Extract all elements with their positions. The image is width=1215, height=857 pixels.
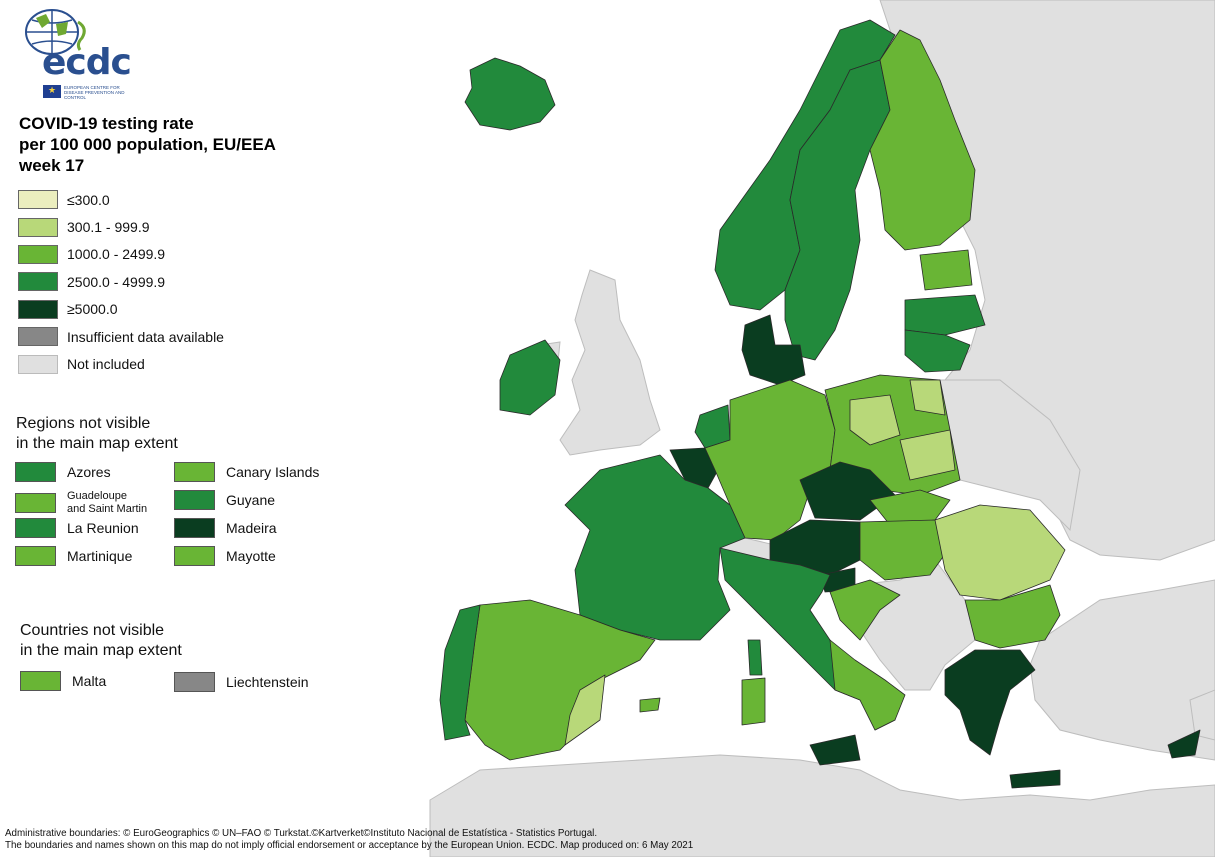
region-latvia <box>904 294 986 336</box>
region-item-guyane: Guyane <box>174 490 275 510</box>
legend: ≤300.0 300.1 - 999.9 1000.0 - 2499.9 250… <box>18 186 224 378</box>
legend-item: 2500.0 - 4999.9 <box>18 268 224 295</box>
region-item-la-reunion: La Reunion <box>15 518 139 538</box>
region-label: Canary Islands <box>226 464 320 480</box>
logo-subtitle: EUROPEAN CENTRE FOR DISEASE PREVENTION A… <box>43 85 153 103</box>
region-romania <box>934 504 1066 601</box>
country-item-liechtenstein: Liechtenstein <box>174 672 309 692</box>
country-label: Liechtenstein <box>226 674 309 690</box>
legend-item: Insufficient data available <box>18 323 224 350</box>
region-item-mayotte: Mayotte <box>174 546 276 566</box>
legend-label: Not included <box>67 356 145 373</box>
country-swatch <box>174 672 215 692</box>
legend-swatch <box>18 272 58 292</box>
footer-line-1: Administrative boundaries: © EuroGeograp… <box>5 828 598 839</box>
legend-item: ≤300.0 <box>18 186 224 213</box>
country-swatch <box>20 671 61 691</box>
region-sicily <box>809 734 861 766</box>
region-belgium <box>669 447 719 489</box>
ecdc-logo: ecdc EUROPEAN CENTRE FOR DISEASE PREVENT… <box>18 2 138 102</box>
region-swatch <box>174 546 215 566</box>
region-balearic <box>639 697 661 713</box>
region-poland-light <box>849 379 956 481</box>
region-denmark <box>741 314 806 386</box>
region-item-martinique: Martinique <box>15 546 132 566</box>
legend-label: ≥5000.0 <box>67 301 118 318</box>
region-swatch <box>174 518 215 538</box>
logo-text: ecdc <box>42 42 132 83</box>
not-included-land <box>429 0 1215 857</box>
region-label: Guadeloupe and Saint Martin <box>67 490 148 515</box>
region-swatch <box>15 518 56 538</box>
legend-item: Not included <box>18 350 224 377</box>
legend-label: 2500.0 - 4999.9 <box>67 273 166 290</box>
region-ireland <box>499 339 561 416</box>
globe-icon <box>25 9 86 55</box>
countries-section-title: Countries not visible in the main map ex… <box>20 622 182 659</box>
region-italy-south <box>829 639 906 731</box>
region-label: Mayotte <box>226 548 276 564</box>
region-iceland <box>464 57 556 131</box>
region-item-guadeloupe: Guadeloupe and Saint Martin <box>15 490 147 516</box>
legend-swatch <box>18 217 58 237</box>
region-estonia <box>919 249 973 291</box>
eu-eea-land <box>439 19 1201 789</box>
legend-label: Insufficient data available <box>67 328 224 345</box>
legend-swatch <box>18 299 58 319</box>
region-spain-light <box>564 674 606 746</box>
map-title: COVID-19 testing rate per 100 000 popula… <box>19 114 276 175</box>
region-bulgaria <box>964 584 1061 649</box>
country-label: Malta <box>72 673 107 689</box>
region-corsica <box>747 639 763 676</box>
map-footer: Administrative boundaries: © EuroGeograp… <box>5 828 693 852</box>
legend-label: 300.1 - 999.9 <box>67 219 150 236</box>
region-lithuania <box>904 329 971 373</box>
region-sardinia <box>741 677 766 726</box>
region-cyprus <box>1167 729 1201 759</box>
region-swatch <box>15 546 56 566</box>
region-slovakia <box>869 489 951 526</box>
eu-flag-icon <box>43 85 61 98</box>
legend-label: 1000.0 - 2499.9 <box>67 246 166 263</box>
legend-swatch <box>18 354 58 374</box>
region-greece <box>944 649 1036 756</box>
legend-label: ≤300.0 <box>67 191 110 208</box>
region-portugal <box>439 604 481 741</box>
footer-line-2: The boundaries and names shown on this m… <box>5 840 694 851</box>
legend-swatch <box>18 327 58 347</box>
region-swatch <box>15 493 56 513</box>
logo-subtext: EUROPEAN CENTRE FOR DISEASE PREVENTION A… <box>64 85 125 100</box>
region-croatia <box>829 579 901 641</box>
regions-section-title: Regions not visible in the main map exte… <box>16 415 178 452</box>
region-item-canary-islands: Canary Islands <box>174 462 319 482</box>
region-swatch <box>174 490 215 510</box>
region-germany <box>704 379 836 541</box>
legend-swatch <box>18 244 58 264</box>
region-label: Guyane <box>226 492 276 508</box>
region-swatch <box>15 462 56 482</box>
region-label: La Reunion <box>67 520 139 536</box>
legend-item: 300.1 - 999.9 <box>18 213 224 240</box>
region-label: Madeira <box>226 520 277 536</box>
region-sweden <box>784 59 891 361</box>
region-label: Azores <box>67 464 111 480</box>
region-crete <box>1009 769 1061 789</box>
country-item-malta: Malta <box>20 671 106 691</box>
region-finland <box>869 29 976 251</box>
legend-item: 1000.0 - 2499.9 <box>18 241 224 268</box>
region-label: Martinique <box>67 548 133 564</box>
region-france <box>564 454 746 641</box>
legend-swatch <box>18 190 58 210</box>
region-item-madeira: Madeira <box>174 518 277 538</box>
region-swatch <box>174 462 215 482</box>
legend-item: ≥5000.0 <box>18 296 224 323</box>
region-item-azores: Azores <box>15 462 111 482</box>
